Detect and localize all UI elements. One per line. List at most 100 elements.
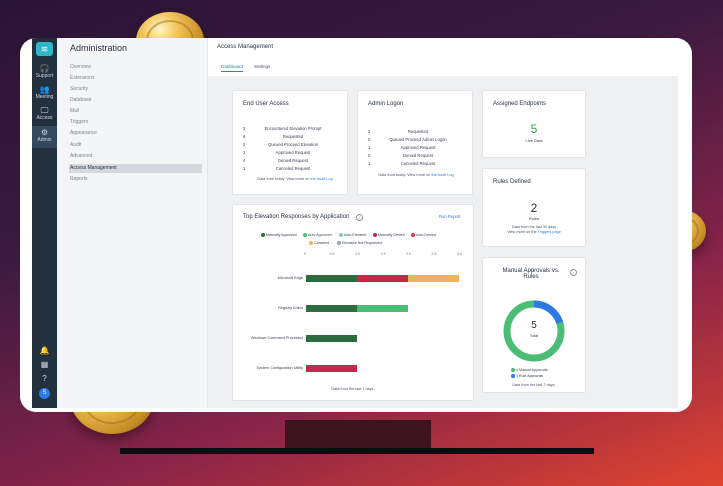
legend-item[interactable]: Manually Denied: [373, 233, 405, 238]
nav-item-advanced[interactable]: Advanced: [70, 153, 93, 159]
headset-icon: 🎧: [39, 64, 50, 73]
nav-item-mail[interactable]: Mail: [70, 108, 80, 114]
card-title: Manual Approvals vs. Rules: [502, 268, 560, 280]
legend-label: Auto Approved: [308, 233, 332, 237]
audit-log-link[interactable]: the Audit Log: [310, 177, 333, 181]
donut-rule: [503, 300, 565, 362]
x-tick-label: 3.0: [457, 252, 462, 256]
manual-approvals-card: Manual Approvals vs. Rules i 5 Total 4 M…: [482, 257, 586, 393]
admin-logon-card: Admin Logon 2 Requested 0 Queued Proceed A…: [357, 90, 473, 195]
sidebar-item-admin[interactable]: ⚙ Admin: [32, 126, 57, 148]
bar-segment[interactable]: [306, 275, 357, 282]
sidebar-item-label: Support: [35, 73, 54, 79]
bell-icon[interactable]: 🔔: [39, 346, 50, 355]
y-category-label: System Configuration Utility: [256, 366, 303, 370]
app-screen: ≋ 🎧 Support 👥 Meeting 🖵 Access ⚙ Admin 🔔…: [32, 38, 678, 408]
tab-dashboard[interactable]: Dashboard: [221, 64, 244, 72]
chart-plot: 0 0.5 1.0 1.5 2.0 2.5 3.0 Microsoft Edge Registr…: [233, 249, 473, 389]
nav-selection-highlight: [69, 164, 202, 173]
gear-icon: ⚙: [40, 128, 49, 137]
nav-item-reports[interactable]: Reports: [70, 176, 88, 182]
legend-label: Manually Denied: [378, 233, 405, 237]
legend-swatch: [339, 233, 343, 238]
legend-swatch: [411, 233, 415, 238]
assigned-endpoints-card: Assigned Endpoints 5 Live Data: [482, 90, 586, 158]
bar-segment[interactable]: [306, 305, 357, 312]
card-title: Assigned Endpoints: [493, 101, 547, 107]
info-icon[interactable]: i: [356, 214, 363, 221]
legend-item[interactable]: Canceled: [309, 241, 330, 246]
bar-segment[interactable]: [306, 365, 357, 372]
sidebar-item-access[interactable]: 🖵 Access: [32, 106, 57, 122]
legend-item[interactable]: Auto Elevated: [339, 233, 366, 238]
rules-label: Rules: [528, 216, 540, 221]
sidebar-item-label: Admin: [37, 137, 52, 143]
bar-segment[interactable]: [408, 275, 459, 282]
audit-log-link[interactable]: the Audit Log: [431, 173, 454, 177]
sidebar-item-support[interactable]: 🎧 Support: [32, 64, 57, 80]
total-label: Total: [529, 333, 539, 338]
nav-item-database[interactable]: Database: [70, 97, 92, 103]
people-icon: 👥: [39, 85, 50, 94]
x-tick-label: 0: [304, 252, 306, 256]
nav-item-access-management[interactable]: Access Management: [70, 165, 117, 171]
legend-label: Canceled: [314, 241, 330, 245]
run-report-button[interactable]: Run Report: [439, 214, 461, 219]
monitor-stand: [285, 420, 431, 448]
legend-item[interactable]: Manually Approved: [261, 233, 297, 238]
nav-item-security[interactable]: Security: [70, 86, 89, 92]
approvals-total: 5: [531, 320, 537, 331]
main-content: Access Management Dashboard Settings End…: [208, 38, 678, 408]
tab-settings[interactable]: Settings: [254, 64, 271, 69]
card-footer: Data from today. View more on the Audit …: [378, 173, 454, 177]
nav-item-extensions[interactable]: Extensions: [70, 75, 95, 81]
live-data-label: Live Data: [525, 138, 543, 143]
bar-segment[interactable]: [357, 305, 408, 312]
card-title: End User Access: [243, 101, 289, 107]
x-tick-label: 1.5: [380, 252, 386, 256]
icon-sidebar: ≋ 🎧 Support 👥 Meeting 🖵 Access ⚙ Admin 🔔…: [32, 38, 57, 408]
legend-swatch: [309, 241, 313, 246]
card-title: Admin Logon: [368, 101, 404, 107]
legend-item[interactable]: Elevation Not Requested: [337, 241, 382, 246]
sidebar-item-label: Meeting: [35, 94, 54, 100]
nav-item-triggers[interactable]: Triggers: [70, 119, 89, 125]
bar-segment[interactable]: [357, 275, 408, 282]
triggers-page-link[interactable]: Triggers page: [537, 230, 561, 234]
legend-label: Auto Denied: [416, 233, 436, 237]
legend-swatch: [373, 233, 377, 238]
chart-legend: Manually Approved Auto Approved Auto Eleva…: [253, 233, 463, 249]
card-title: Top Elevation Responses by Application: [243, 214, 350, 220]
x-tick-label: 1.0: [355, 252, 360, 256]
admin-nav: Administration Overview Extensions Secur…: [57, 38, 208, 408]
nav-item-overview[interactable]: Overview: [70, 64, 91, 70]
end-user-access-card: End User Access 3 Encountered Elevation P…: [232, 90, 348, 195]
legend-manual-approvals: 4 Manual Approvals: [511, 368, 548, 373]
info-icon[interactable]: i: [570, 269, 577, 276]
rules-count: 2: [530, 201, 538, 215]
x-tick-label: 2.5: [431, 252, 437, 256]
rules-defined-card: Rules Defined 2 Rules Data from the last…: [482, 168, 586, 247]
legend-swatch: [261, 233, 265, 238]
x-tick-label: 0.5: [329, 252, 335, 256]
donut-chart: [503, 300, 565, 362]
endpoint-count: 5: [530, 122, 538, 136]
card-footer: Data from the last 30 days: [511, 225, 557, 229]
help-icon[interactable]: ?: [42, 374, 47, 383]
sidebar-item-label: Access: [36, 115, 53, 121]
sidebar-item-meeting[interactable]: 👥 Meeting: [32, 85, 57, 101]
nav-item-audit[interactable]: Audit: [70, 142, 82, 148]
bar-segment[interactable]: [306, 335, 357, 342]
avatar[interactable]: S: [39, 388, 50, 399]
apps-icon[interactable]: ▦: [40, 360, 49, 369]
x-tick-label: 2.0: [406, 252, 411, 256]
legend-item[interactable]: Auto Approved: [303, 233, 332, 238]
legend-item[interactable]: Auto Denied: [411, 233, 436, 238]
monitor-base: [120, 448, 594, 454]
card-footer: Data from today. View more on the Audit …: [257, 177, 333, 181]
legend-label: Elevation Not Requested: [342, 241, 382, 245]
page-title: Access Management: [217, 44, 274, 50]
nav-item-appearance[interactable]: Appearance: [70, 130, 97, 136]
y-category-label: Microsoft Edge: [277, 276, 303, 280]
legend-swatch: [303, 233, 307, 238]
